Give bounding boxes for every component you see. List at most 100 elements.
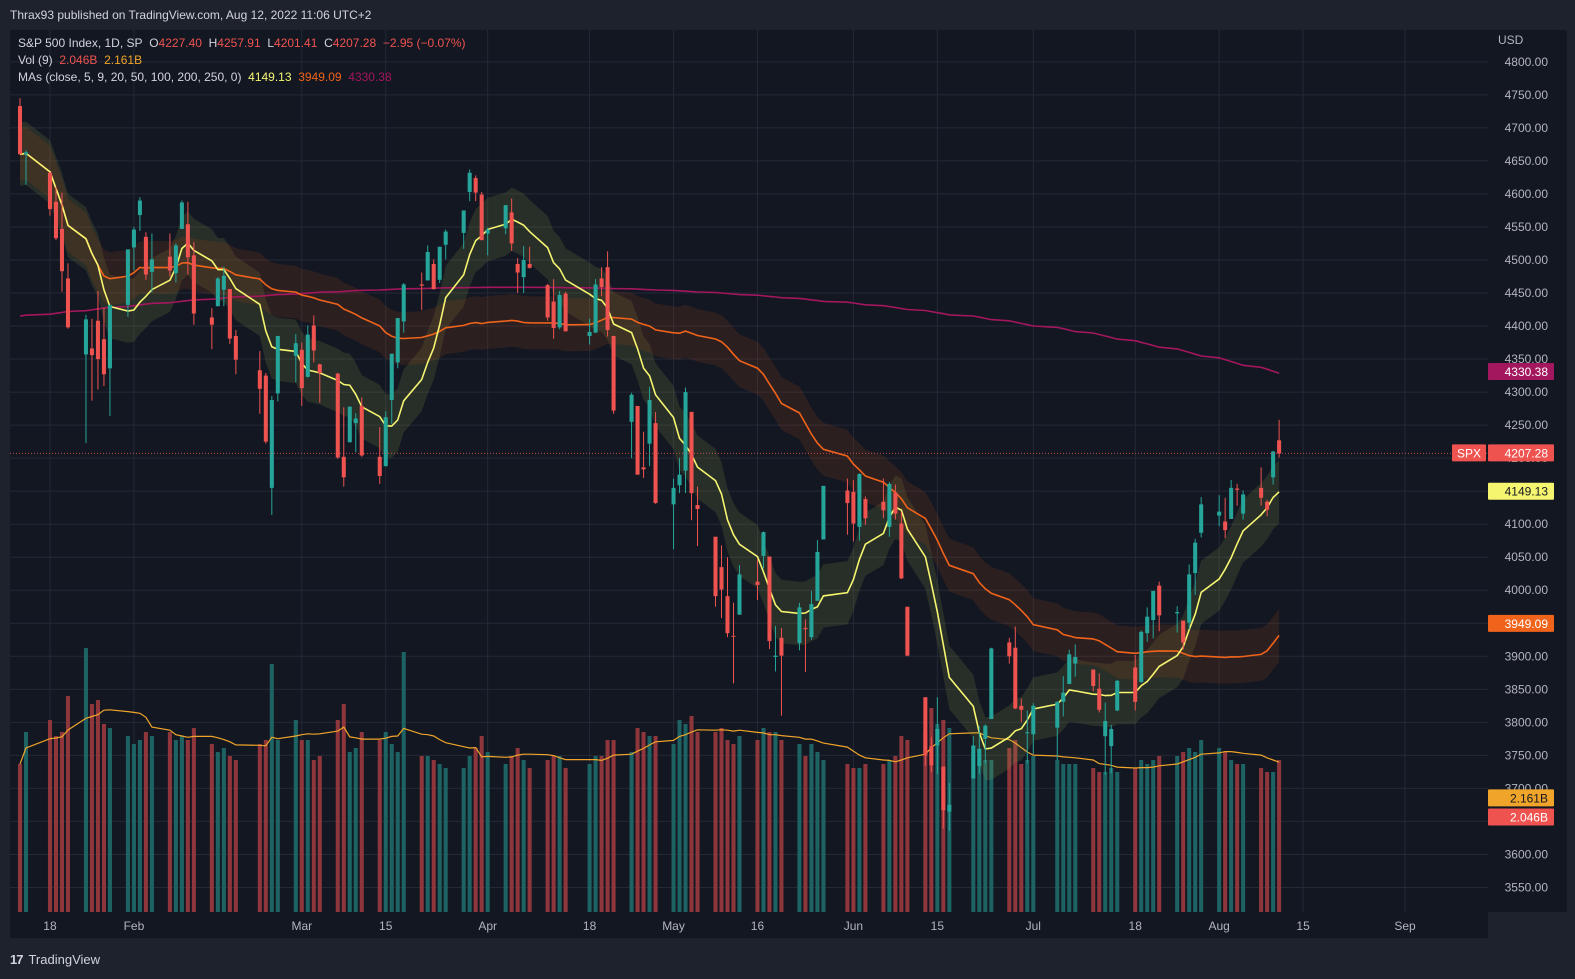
volume-bar — [1175, 756, 1180, 912]
time-axis-background — [10, 912, 1488, 938]
volume-bar — [221, 748, 226, 912]
legend-ma-label[interactable]: MAs (close, 5, 9, 20, 50, 100, 200, 250,… — [18, 70, 242, 84]
price-tag-value: 4149.13 — [1505, 485, 1549, 499]
volume-bar — [983, 760, 988, 912]
candle-body — [215, 278, 220, 307]
volume-bar — [761, 728, 766, 912]
candle-body — [269, 400, 274, 488]
volume-bar — [653, 736, 658, 912]
volume-bar — [881, 764, 886, 912]
candle-body — [95, 320, 100, 360]
candle-body — [1223, 521, 1228, 531]
volume-bar — [269, 664, 274, 912]
volume-bar — [563, 768, 568, 912]
volume-bar — [377, 740, 382, 912]
x-tick-label: 15 — [931, 919, 945, 933]
candle-body — [593, 284, 598, 333]
volume-bar — [803, 756, 808, 912]
candle-body — [431, 263, 436, 290]
candle-body — [53, 201, 58, 239]
y-tick-label: 4300.00 — [1505, 385, 1549, 399]
candle-body — [797, 607, 802, 644]
volume-bar — [797, 744, 802, 912]
volume-bar — [683, 724, 688, 912]
volume-bar — [815, 752, 820, 912]
candle-body — [545, 285, 550, 318]
volume-bar — [893, 756, 898, 912]
volume-bar — [845, 764, 850, 912]
candle-body — [1265, 501, 1270, 510]
candle-body — [425, 252, 430, 281]
candle-body — [887, 483, 892, 527]
legend-vol-value: 2.046B — [59, 53, 98, 67]
y-tick-label: 4000.00 — [1505, 583, 1549, 597]
candle-body — [173, 245, 178, 274]
volume-bar — [863, 764, 868, 912]
x-tick-label: Aug — [1208, 919, 1229, 933]
y-tick-label: 4450.00 — [1505, 286, 1549, 300]
tradingview-brand[interactable]: 17 TradingView — [10, 952, 100, 967]
volume-bar — [557, 756, 562, 912]
y-tick-label: 4350.00 — [1505, 352, 1549, 366]
candle-body — [557, 294, 562, 328]
candle-body — [809, 604, 814, 638]
candle-body — [137, 200, 142, 216]
candle-body — [1181, 620, 1186, 643]
candle-body — [1133, 667, 1138, 702]
candle-body — [521, 259, 526, 278]
candle-body — [815, 551, 820, 601]
volume-bar — [83, 648, 88, 912]
legend-symbol[interactable]: S&P 500 Index, 1D, SP — [18, 36, 143, 50]
candle-body — [1235, 488, 1240, 490]
volume-bar — [755, 740, 760, 912]
volume-ma-line — [19, 709, 1280, 769]
candle-body — [395, 318, 400, 363]
ma-mid-line — [19, 152, 1280, 659]
candle-body — [923, 697, 928, 756]
ma-mid-band — [20, 126, 1280, 684]
chart-area[interactable]: 3550.003600.003650.003700.003750.003800.… — [0, 30, 1575, 940]
volume-bar — [713, 732, 718, 912]
volume-bar — [689, 716, 694, 912]
volume-bar — [1133, 768, 1138, 912]
candle-body — [389, 353, 394, 401]
volume-bar — [731, 744, 736, 912]
y-tick-label: 4250.00 — [1505, 418, 1549, 432]
volume-bar — [419, 756, 424, 912]
volume-bar — [437, 764, 442, 912]
candle-body — [1259, 487, 1264, 498]
candle-body — [551, 301, 556, 329]
legend-close: 4207.28 — [332, 36, 377, 50]
volume-bar — [1193, 752, 1198, 912]
volume-bar — [353, 748, 358, 912]
candle-body — [1145, 616, 1150, 634]
candle-body — [1157, 585, 1162, 616]
tradingview-logo-icon: 17 — [10, 952, 24, 967]
volume-bar — [293, 720, 298, 912]
candle-body — [311, 325, 316, 351]
volume-bar — [335, 720, 340, 912]
candle-body — [347, 406, 352, 443]
legend-ma3: 4330.38 — [348, 70, 392, 84]
candle-body — [89, 348, 94, 356]
legend-vol-label[interactable]: Vol (9) — [18, 53, 53, 67]
volume-bar — [395, 752, 400, 912]
candle-body — [23, 152, 29, 155]
candle-body — [143, 236, 148, 275]
price-chart[interactable]: 3550.003600.003650.003700.003750.003800.… — [0, 30, 1575, 940]
volume-bar — [1067, 764, 1072, 912]
volume-bar — [1055, 760, 1060, 912]
publisher-text: Thrax93 published on TradingView.com, Au… — [10, 8, 372, 22]
volume-bar — [167, 732, 172, 912]
candle-body — [611, 335, 616, 411]
volume-bar — [809, 744, 814, 912]
volume-bar — [17, 764, 23, 912]
volume-bar — [1109, 768, 1114, 912]
candle-body — [17, 106, 23, 155]
footer-bar: 17 TradingView — [0, 940, 1575, 979]
volume-bar — [551, 756, 556, 912]
y-tick-label: 3850.00 — [1505, 682, 1549, 696]
volume-bar — [299, 740, 304, 912]
volume-bar — [191, 728, 196, 912]
candle-body — [647, 400, 652, 444]
